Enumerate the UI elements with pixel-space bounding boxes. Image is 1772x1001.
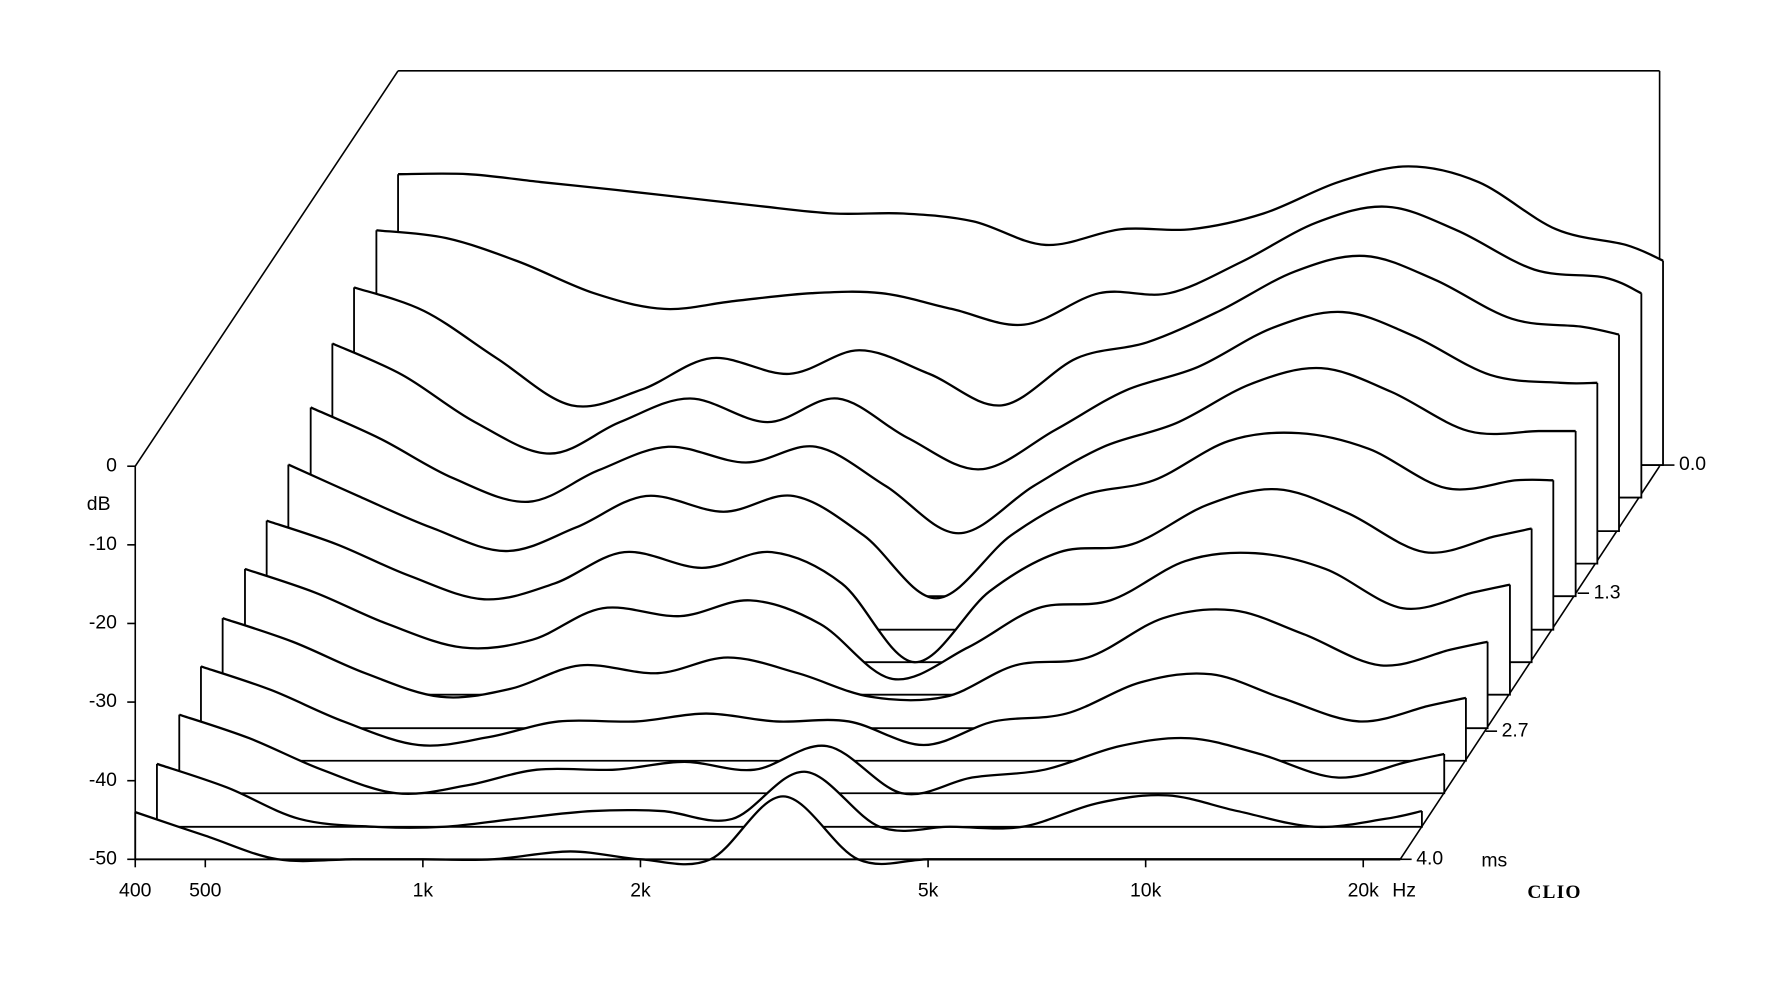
slice-curve [287, 431, 1554, 600]
slice-curve [310, 366, 1576, 535]
slice-curve [178, 713, 1445, 796]
y-tick-label: -50 [89, 847, 117, 869]
slice-curve [244, 551, 1511, 681]
x-tick-label: 2k [630, 879, 651, 901]
slice-curve [222, 608, 1488, 702]
z-tick-label: 4.0 [1416, 847, 1443, 869]
slice-curve [134, 795, 1401, 866]
y-tick-label: -10 [89, 533, 117, 555]
y-tick-label: 0 [106, 454, 117, 476]
x-tick-label: 5k [918, 879, 939, 901]
x-tick-label: 10k [1130, 879, 1162, 901]
x-tick-label: 500 [189, 879, 222, 901]
slice-mask [135, 796, 1401, 865]
slice-curve [331, 310, 1598, 471]
y-tick-label: -30 [89, 690, 117, 712]
left-depth-edge [134, 70, 399, 467]
y-axis-label: dB [87, 493, 111, 515]
slice-curve [200, 665, 1467, 747]
slice-curve [156, 762, 1423, 832]
x-tick-label: 400 [119, 879, 152, 901]
z-tick-label: 0.0 [1679, 453, 1706, 475]
y-tick-label: -40 [89, 769, 117, 791]
watermark: CLIO [1527, 882, 1581, 903]
x-tick-label: 1k [413, 879, 434, 901]
slice-curve [376, 205, 1642, 327]
x-axis-unit: Hz [1392, 879, 1416, 901]
slice-mask [179, 714, 1445, 795]
x-tick-label: 20k [1348, 879, 1380, 901]
slice-curve [266, 487, 1532, 664]
slice-curve [398, 165, 1664, 262]
z-axis-unit: ms [1481, 850, 1507, 872]
slices [134, 165, 1664, 866]
slice-mask [200, 666, 1466, 761]
slice-curve [353, 254, 1620, 408]
z-tick-label: 2.7 [1502, 719, 1529, 741]
y-tick-label: -20 [89, 612, 117, 634]
z-tick-label: 1.3 [1594, 581, 1621, 603]
